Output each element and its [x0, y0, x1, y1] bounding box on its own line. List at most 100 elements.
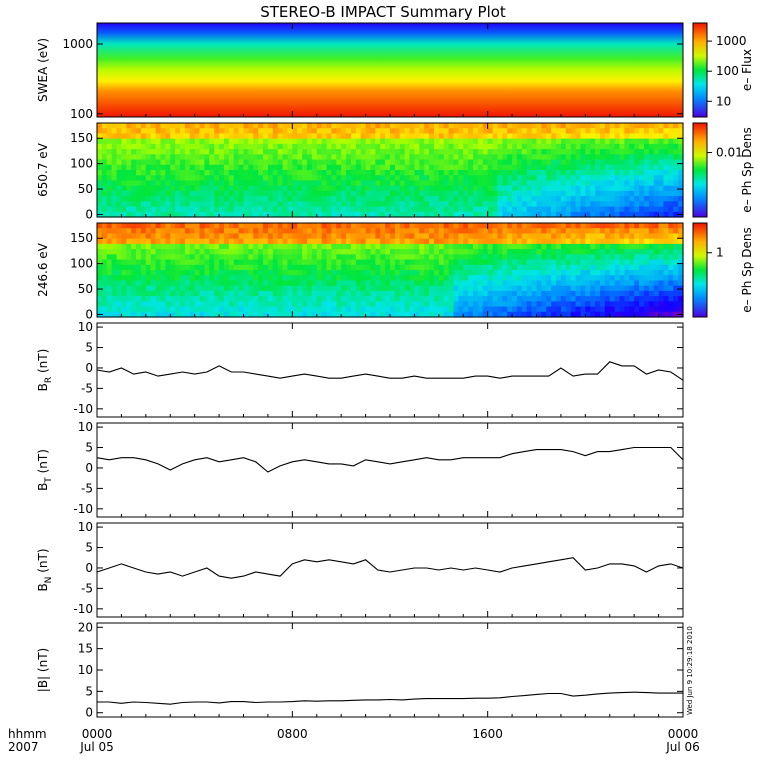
heatmap-cell: [556, 243, 562, 250]
heatmap-cell: [516, 128, 523, 135]
heatmap-cell: [385, 201, 391, 208]
heatmap-cell: [492, 154, 499, 161]
heatmap-cell: [473, 270, 479, 276]
heatmap-cell: [126, 233, 132, 240]
heatmap-cell: [634, 270, 640, 276]
heatmap-cell: [341, 270, 347, 276]
heatmap-cell: [546, 285, 552, 292]
heatmap-cell: [390, 154, 396, 161]
heatmap-cell: [277, 196, 284, 202]
heatmap-cell: [311, 211, 318, 218]
heatmap-cell: [390, 223, 396, 229]
heatmap-cell: [311, 233, 318, 240]
heatmap-cell: [399, 306, 406, 313]
heatmap-cell: [551, 206, 557, 213]
heatmap-cell: [429, 264, 435, 271]
heatmap-cell: [302, 164, 308, 171]
heatmap-cell: [604, 228, 611, 235]
heatmap-cell: [321, 254, 328, 261]
heatmap-cell: [458, 170, 464, 176]
heatmap-cell: [536, 159, 542, 166]
heatmap-cell: [375, 259, 381, 266]
heatmap-cell: [238, 259, 245, 266]
heatmap-cell: [248, 190, 254, 197]
heatmap-cell: [258, 201, 264, 208]
heatmap-cell: [331, 185, 337, 192]
heatmap-cell: [458, 201, 464, 208]
heatmap-cell: [341, 138, 347, 145]
heatmap-cell: [673, 259, 679, 266]
heatmap-cell: [243, 196, 249, 202]
heatmap-cell: [634, 149, 640, 155]
heatmap-cell: [277, 185, 284, 192]
heatmap-cell: [385, 223, 391, 229]
heatmap-cell: [590, 275, 596, 282]
heatmap-cell: [106, 170, 113, 176]
heatmap-cell: [560, 285, 567, 292]
heatmap-cell: [101, 290, 108, 297]
heatmap-cell: [272, 238, 279, 245]
heatmap-cell: [336, 133, 342, 140]
heatmap-cell: [448, 138, 455, 145]
heatmap-cell: [531, 211, 538, 218]
heatmap-cell: [111, 259, 118, 266]
heatmap-cell: [106, 306, 113, 313]
heatmap-cell: [380, 238, 386, 245]
heatmap-cell: [551, 306, 557, 313]
heatmap-cell: [97, 175, 103, 182]
heatmap-cell: [424, 249, 430, 255]
heatmap-cell: [487, 164, 494, 171]
heatmap-cell: [267, 154, 274, 161]
heatmap-cell: [331, 164, 337, 171]
heatmap-cell: [306, 190, 313, 197]
heatmap-cell: [341, 133, 347, 140]
heatmap-cell: [180, 185, 186, 192]
heatmap-cell: [233, 154, 240, 161]
heatmap-cell: [502, 201, 508, 208]
heatmap-cell: [365, 175, 372, 182]
heatmap-cell: [336, 175, 342, 182]
heatmap-cell: [121, 196, 127, 202]
heatmap-cell: [155, 275, 162, 282]
heatmap-cell: [140, 133, 147, 140]
heatmap-cell: [131, 254, 137, 261]
heatmap-cell: [634, 143, 640, 150]
heatmap-cell: [355, 259, 362, 266]
heatmap-cell: [673, 175, 679, 182]
heatmap-cell: [546, 138, 552, 145]
heatmap-cell: [116, 254, 123, 261]
heatmap-cell: [565, 185, 572, 192]
heatmap-cell: [507, 143, 513, 150]
heatmap-cell: [341, 175, 347, 182]
heatmap-cell: [526, 133, 533, 140]
heatmap-cell: [590, 123, 596, 129]
heatmap-cell: [473, 296, 479, 302]
heatmap-cell: [409, 149, 416, 155]
heatmap-cell: [316, 259, 323, 266]
heatmap-cell: [165, 311, 171, 318]
heatmap-cell: [477, 270, 484, 276]
heatmap-cell: [292, 154, 298, 161]
heatmap-cell: [590, 159, 596, 166]
heatmap-cell: [492, 306, 499, 313]
heatmap-cell: [546, 238, 552, 245]
colorbar-tick-label: 10: [716, 94, 731, 108]
heatmap-cell: [370, 149, 376, 155]
heatmap-cell: [599, 154, 606, 161]
heatmap-cell: [355, 123, 362, 129]
heatmap-cell: [570, 164, 577, 171]
heatmap-cell: [512, 196, 518, 202]
heatmap-cell: [414, 306, 420, 313]
heatmap-cell: [258, 143, 264, 150]
heatmap-cell: [546, 123, 552, 129]
heatmap-cell: [180, 159, 186, 166]
heatmap-cell: [433, 290, 440, 297]
heatmap-cell: [497, 238, 503, 245]
heatmap-cell: [468, 123, 474, 129]
heatmap-cell: [346, 185, 352, 192]
heatmap-cell: [223, 290, 230, 297]
heatmap-cell: [595, 270, 601, 276]
heatmap-cell: [194, 190, 201, 197]
heatmap-cell: [360, 206, 367, 213]
heatmap-cell: [253, 138, 259, 145]
